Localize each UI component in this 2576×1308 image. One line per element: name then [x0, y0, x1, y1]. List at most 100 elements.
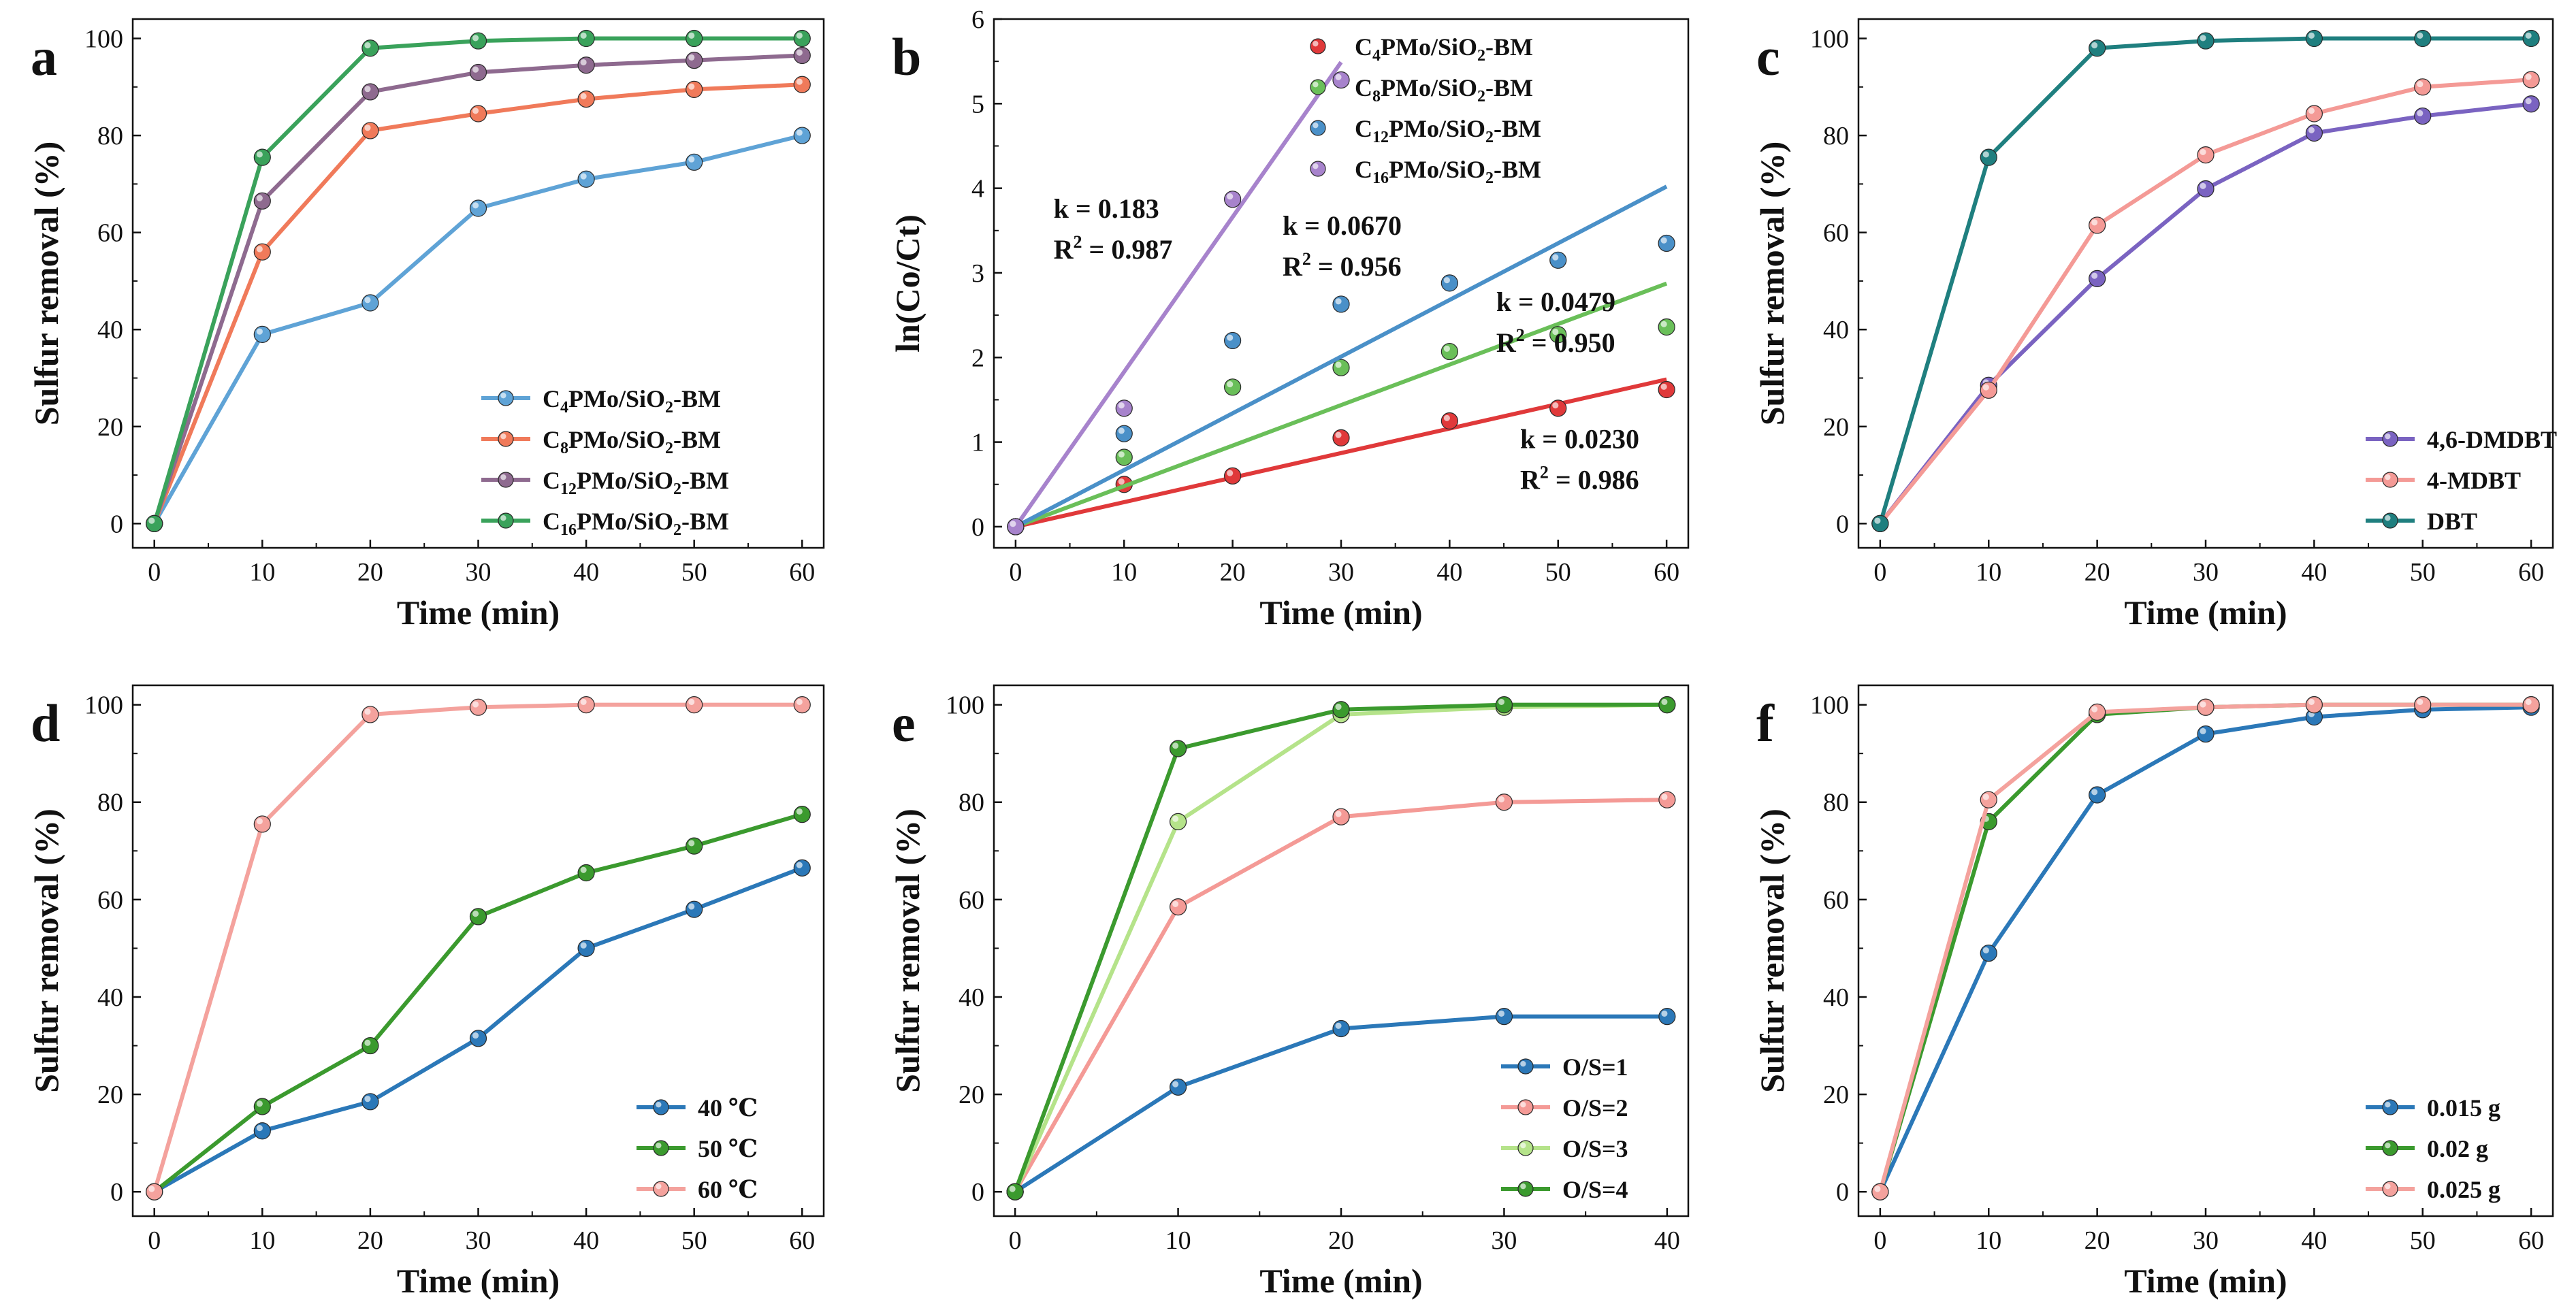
series-line	[1878, 101, 2532, 525]
series-1	[1871, 696, 2540, 1200]
legend-marker-body	[1310, 38, 1326, 54]
legend-marker-shine	[1313, 40, 1319, 47]
x-tick-label: 10	[1111, 558, 1137, 587]
legend-marker	[498, 431, 514, 447]
x-axis-label: Time (min)	[397, 1262, 560, 1300]
legend-entry: C12PMo/SiO2-BM	[481, 467, 729, 498]
data-point-shine	[2091, 789, 2098, 796]
y-tick-label: 100	[84, 25, 123, 54]
data-point-shine	[1172, 742, 1179, 749]
data-point	[686, 51, 703, 69]
data-point-body	[1495, 696, 1513, 714]
data-point	[469, 32, 487, 50]
data-point	[1115, 448, 1133, 466]
legend-label: C16PMo/SiO2-BM	[1355, 156, 1541, 187]
legend-label: C16PMo/SiO2-BM	[543, 508, 729, 539]
data-point	[577, 29, 595, 48]
series-0	[146, 127, 811, 532]
data-point	[577, 864, 595, 882]
legend: C4PMo/SiO2-BMC8PMo/SiO2-BMC12PMo/SiO2-BM…	[1310, 33, 1541, 187]
data-point-shine	[256, 195, 263, 201]
data-point-body	[146, 1183, 163, 1200]
data-point	[1332, 1019, 1350, 1038]
equals: =	[1311, 251, 1340, 282]
data-point-shine	[472, 701, 479, 708]
legend-label: DBT	[2427, 508, 2477, 535]
data-point-shine	[472, 911, 479, 917]
data-point	[2197, 698, 2215, 716]
legend-marker-body	[653, 1140, 669, 1156]
data-point-body	[2089, 39, 2106, 57]
legend-marker	[2382, 472, 2398, 488]
data-point-shine	[688, 903, 695, 910]
data-point-body	[577, 170, 595, 188]
legend-marker-shine	[1520, 1101, 1526, 1108]
data-point-body	[1495, 1008, 1513, 1026]
label-part: C	[543, 385, 560, 412]
data-point	[686, 80, 703, 98]
data-point-body	[469, 199, 487, 217]
y-tick-label: 20	[1823, 1081, 1849, 1109]
x-tick-label: 60	[1654, 558, 1679, 587]
data-point	[793, 46, 811, 65]
legend-entry: 40 ℃	[637, 1094, 758, 1122]
data-point	[686, 696, 703, 714]
data-point-body	[1115, 448, 1133, 466]
panel-label: e	[892, 693, 916, 753]
legend-label: O/S=1	[1562, 1053, 1628, 1081]
data-point-body	[1440, 342, 1458, 361]
series-3	[146, 29, 811, 532]
legend-marker-body	[1517, 1140, 1534, 1156]
data-point-shine	[1552, 402, 1559, 409]
data-point-body	[1224, 191, 1242, 208]
data-point	[577, 56, 595, 74]
data-point	[793, 806, 811, 823]
label-part: 2	[673, 521, 681, 539]
series-line	[152, 53, 803, 525]
x-axis-label: Time (min)	[1259, 1262, 1422, 1300]
label-part: C	[543, 508, 560, 535]
legend-entry: C4PMo/SiO2-BM	[1310, 33, 1533, 65]
legend-label: 0.02 g	[2427, 1135, 2488, 1162]
series-1	[1871, 71, 2540, 532]
data-point-shine	[148, 517, 155, 524]
data-point-shine	[1660, 321, 1667, 327]
data-point	[253, 1122, 271, 1140]
data-point-shine	[580, 942, 587, 949]
data-point	[1440, 412, 1458, 430]
data-point-shine	[688, 156, 695, 163]
y-tick-label: 100	[946, 691, 984, 720]
data-point	[146, 514, 163, 532]
panel-d: 0 10 20 30 40 50 60 0 20 40 60 80 100 Time (min) Sulfu…	[27, 684, 825, 1300]
legend-label: 40 ℃	[698, 1094, 758, 1122]
data-point-body	[686, 696, 703, 714]
legend-marker-body	[498, 472, 514, 488]
legend-label: C8PMo/SiO2-BM	[1355, 74, 1533, 105]
y-tick-label: 80	[97, 122, 123, 150]
data-point	[253, 325, 271, 343]
legend-marker-shine	[2385, 1183, 2391, 1190]
legend-entry: 0.015 g	[2366, 1094, 2500, 1122]
data-point-body	[577, 939, 595, 958]
data-point-body	[2089, 703, 2106, 721]
data-point-shine	[688, 54, 695, 61]
y-tick-label: 20	[959, 1081, 984, 1109]
data-point-body	[793, 76, 811, 93]
panel-label: a	[31, 27, 57, 86]
data-point	[1169, 740, 1187, 757]
data-point	[793, 859, 811, 877]
data-point	[2305, 708, 2323, 726]
data-point	[2305, 29, 2323, 48]
data-point-shine	[1335, 298, 1342, 305]
panel-label: b	[892, 27, 921, 86]
fit-annotation: k = 0.0230 R2 = 0.986	[1520, 423, 1639, 495]
data-point-shine	[364, 125, 371, 131]
data-point-body	[2414, 78, 2432, 96]
r-squared-label: R2 = 0.986	[1520, 462, 1639, 495]
data-point-shine	[2525, 97, 2532, 105]
label-part: PMo/SiO	[1381, 33, 1477, 61]
data-point	[1658, 234, 1675, 252]
data-point-shine	[1552, 254, 1559, 261]
legend-marker-shine	[2385, 1101, 2391, 1108]
label-part: -BM	[681, 508, 729, 535]
